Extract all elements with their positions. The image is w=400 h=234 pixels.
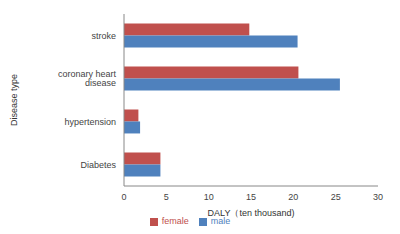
svg-text:stroke: stroke [91, 31, 116, 41]
svg-text:DALY（ten thousand): DALY（ten thousand) [208, 208, 295, 218]
svg-text:0: 0 [121, 192, 126, 202]
html-text:female: female [161, 216, 189, 226]
svg-text:Disease type: Disease type [9, 74, 19, 126]
svg-text:coronary heartdisease: coronary heartdisease [58, 69, 117, 88]
html-text:male: male [210, 216, 231, 226]
svg-text:25: 25 [331, 192, 341, 202]
svg-text:10: 10 [204, 192, 214, 202]
svg-text:hypertension: hypertension [64, 117, 116, 127]
svg-text:20: 20 [288, 192, 298, 202]
svg-text:Diabetes: Diabetes [80, 160, 116, 170]
svg-text:15: 15 [246, 192, 256, 202]
svg-text:5: 5 [164, 192, 169, 202]
svg-text:30: 30 [373, 192, 383, 202]
